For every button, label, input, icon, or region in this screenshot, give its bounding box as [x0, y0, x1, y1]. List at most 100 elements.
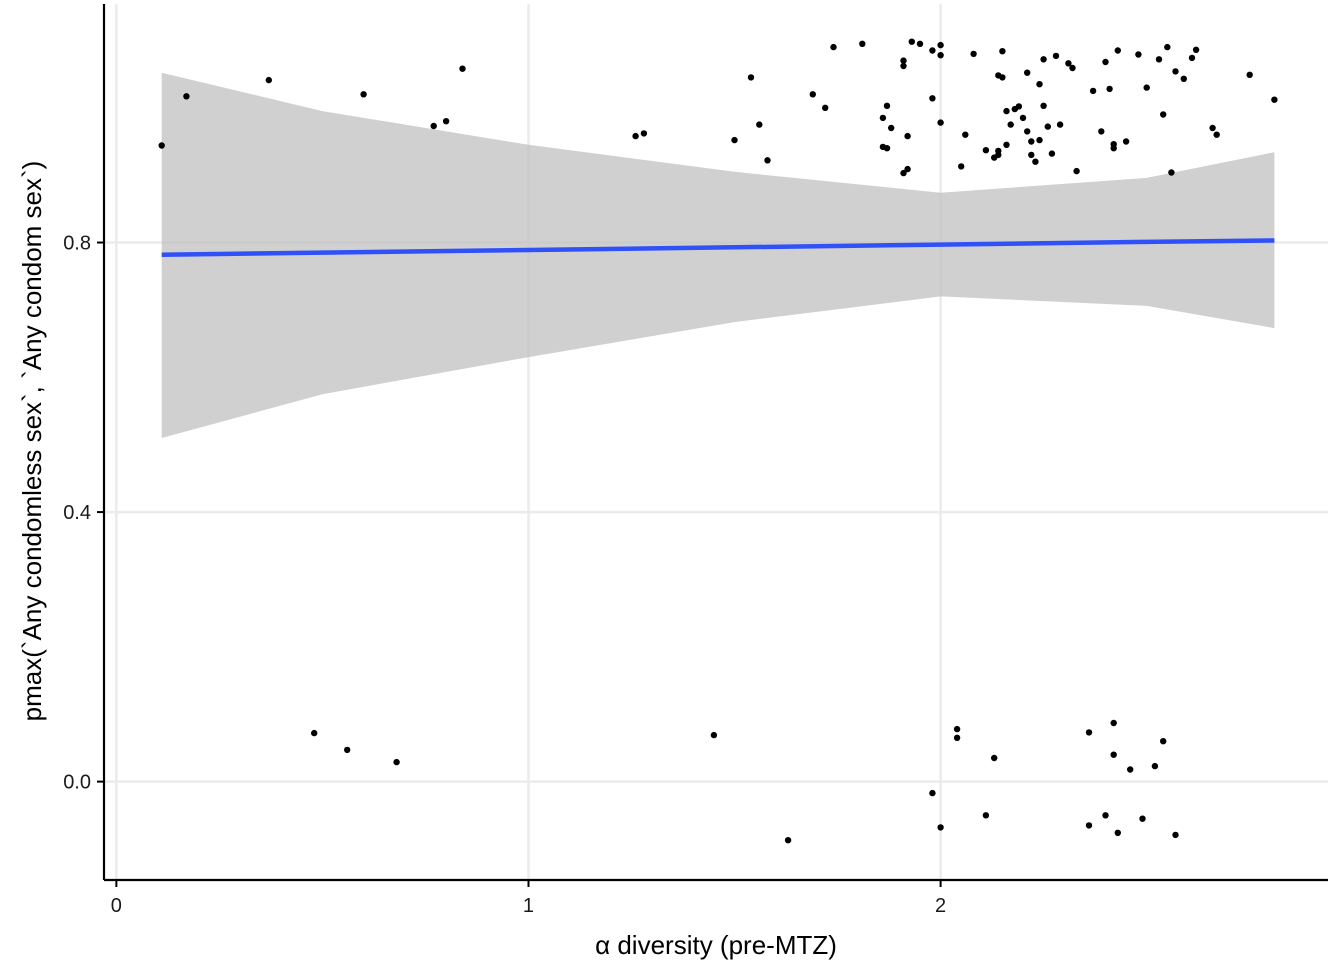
data-point-69	[1102, 58, 1109, 66]
data-points	[158, 38, 1278, 844]
data-point-9	[640, 130, 648, 137]
data-point-105	[1114, 829, 1122, 836]
data-point-75	[1135, 51, 1142, 58]
data-point-43	[999, 48, 1006, 55]
data-point-79	[1164, 43, 1171, 51]
data-point-88	[1271, 96, 1278, 103]
data-point-65	[1069, 64, 1076, 72]
data-point-95	[937, 824, 944, 831]
data-point-72	[1110, 145, 1117, 152]
tick-labels: 0 1 2 0.0 0.4 0.8	[63, 233, 946, 917]
data-point-32	[937, 41, 944, 49]
data-point-28	[908, 38, 915, 45]
data-point-106	[1127, 766, 1134, 773]
data-point-85	[1209, 124, 1216, 132]
data-point-97	[953, 734, 961, 741]
y-tick-label-0.8: 0.8	[63, 233, 91, 255]
data-point-101	[1085, 729, 1093, 736]
y-axis-title: pmax(`Any condomless sex`, `Any condom s…	[17, 161, 47, 722]
data-point-77	[1155, 56, 1163, 63]
data-point-68	[1098, 128, 1105, 135]
data-point-56	[1036, 81, 1043, 88]
data-point-11	[747, 74, 755, 81]
data-point-52	[1023, 128, 1031, 135]
data-point-91	[393, 758, 400, 766]
data-point-26	[904, 165, 911, 173]
data-point-29	[916, 40, 924, 47]
data-point-45	[1003, 107, 1010, 115]
data-point-63	[1056, 121, 1064, 128]
data-point-78	[1160, 111, 1167, 118]
data-point-73	[1114, 47, 1122, 54]
y-tick-label-0.4: 0.4	[63, 502, 91, 524]
data-point-55	[1032, 158, 1039, 165]
data-point-35	[958, 163, 965, 170]
data-point-57	[1036, 136, 1043, 144]
data-point-67	[1089, 87, 1097, 95]
data-point-12	[756, 121, 763, 128]
data-point-80	[1168, 169, 1175, 176]
data-point-92	[710, 731, 718, 739]
data-point-44	[999, 74, 1006, 81]
data-point-50	[1019, 114, 1027, 122]
data-point-22	[888, 124, 895, 132]
data-point-64	[1065, 60, 1072, 67]
data-point-3	[265, 76, 272, 84]
confidence-band-layer	[161, 72, 1275, 438]
data-point-83	[1188, 54, 1196, 62]
data-point-18	[879, 114, 887, 122]
data-point-86	[1213, 131, 1220, 138]
data-point-8	[632, 132, 639, 140]
data-point-76	[1143, 84, 1150, 91]
data-point-31	[929, 47, 936, 54]
regression-line	[161, 238, 1275, 257]
data-point-4	[360, 91, 367, 98]
data-point-100	[1085, 822, 1093, 829]
data-point-104	[1110, 751, 1117, 758]
data-point-102	[1102, 812, 1109, 819]
data-point-82	[1180, 75, 1188, 83]
data-point-58	[1040, 102, 1047, 110]
data-point-13	[764, 157, 771, 164]
data-point-2	[183, 93, 190, 100]
data-point-87	[1246, 71, 1253, 79]
data-point-84	[1192, 46, 1200, 53]
data-point-25	[900, 169, 907, 177]
data-point-70	[1106, 85, 1113, 93]
data-point-49	[1015, 103, 1023, 110]
data-point-66	[1073, 167, 1080, 175]
data-point-98	[982, 812, 990, 819]
data-point-38	[982, 147, 990, 154]
data-point-41	[995, 147, 1002, 155]
data-point-103	[1110, 719, 1117, 727]
data-point-15	[822, 104, 829, 112]
data-point-99	[991, 754, 998, 762]
fit-line-layer	[161, 238, 1275, 257]
data-point-24	[900, 62, 907, 70]
axes	[97, 4, 1328, 887]
x-axis-title: α diversity (pre-MTZ)	[595, 930, 837, 960]
x-tick-label-2: 2	[935, 895, 946, 917]
data-point-16	[830, 43, 837, 51]
data-point-30	[929, 95, 936, 102]
data-point-110	[1172, 831, 1179, 839]
data-point-81	[1172, 68, 1179, 75]
data-point-74	[1122, 138, 1130, 145]
data-point-54	[1028, 138, 1035, 145]
data-point-46	[1003, 141, 1010, 148]
data-point-90	[344, 746, 351, 754]
data-point-10	[731, 136, 738, 144]
data-point-7	[459, 65, 466, 72]
data-point-94	[929, 789, 936, 797]
data-point-89	[311, 729, 318, 737]
y-tick-label-0.0: 0.0	[63, 772, 91, 794]
confidence-band	[161, 72, 1275, 438]
data-point-61	[1048, 150, 1056, 157]
x-tick-label-1: 1	[523, 895, 534, 917]
data-point-108	[1151, 762, 1159, 770]
x-tick-label-0: 0	[111, 895, 122, 917]
data-point-51	[1023, 69, 1031, 76]
data-point-62	[1052, 52, 1060, 60]
data-point-27	[904, 132, 911, 140]
